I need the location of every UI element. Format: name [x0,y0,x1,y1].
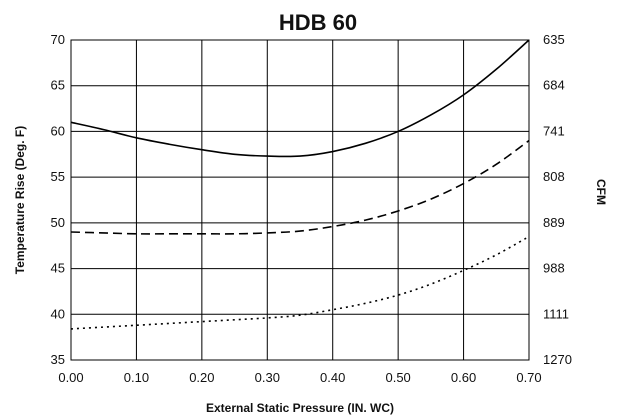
x-tick-label: 0.40 [320,370,345,385]
y-tick-label: 65 [51,78,65,93]
y2-tick-label: 684 [543,78,565,93]
y2-tick-label: 1111 [543,306,569,321]
y2-tick-label: 741 [543,123,565,138]
y2-tick-label: 635 [543,32,565,47]
y-tick-labels: 35 40 45 50 55 60 65 70 [51,32,65,367]
x-tick-labels: 0.00 0.10 0.20 0.30 0.40 0.50 0.60 0.70 [58,370,541,385]
series-lines [70,39,530,330]
y-axis-title: Temperature Rise (Deg. F) [13,126,27,274]
x-tick-label: 0.50 [385,370,410,385]
series-line-dashed [70,139,530,235]
y2-tick-labels: 1270 1111 988 889 808 741 684 635 [543,32,572,367]
x-tick-label: 0.30 [255,370,280,385]
plot-frame [70,39,530,361]
y2-tick-label: 808 [543,169,565,184]
x-tick-label: 0.20 [189,370,214,385]
x-tick-label: 0.70 [516,370,541,385]
y2-tick-label: 889 [543,215,565,230]
y2-axis-title: CFM [594,179,608,205]
x-tick-label: 0.60 [451,370,476,385]
y2-tick-label: 988 [543,261,565,276]
y-tick-label: 60 [51,123,65,138]
x-tick-label: 0.10 [124,370,149,385]
y-tick-label: 55 [51,169,65,184]
series-line-solid [70,39,530,158]
y-tick-label: 45 [51,261,65,276]
y-tick-label: 70 [51,32,65,47]
y-tick-label: 35 [51,352,65,367]
gridlines [71,40,529,360]
y-tick-label: 40 [51,306,65,321]
y2-tick-label: 1270 [543,352,572,367]
chart-title: HDB 60 [279,10,357,35]
y-tick-label: 50 [51,215,65,230]
x-tick-label: 0.00 [58,370,83,385]
x-axis-title: External Static Pressure (IN. WC) [206,401,394,415]
series-line-dotted [70,235,530,330]
